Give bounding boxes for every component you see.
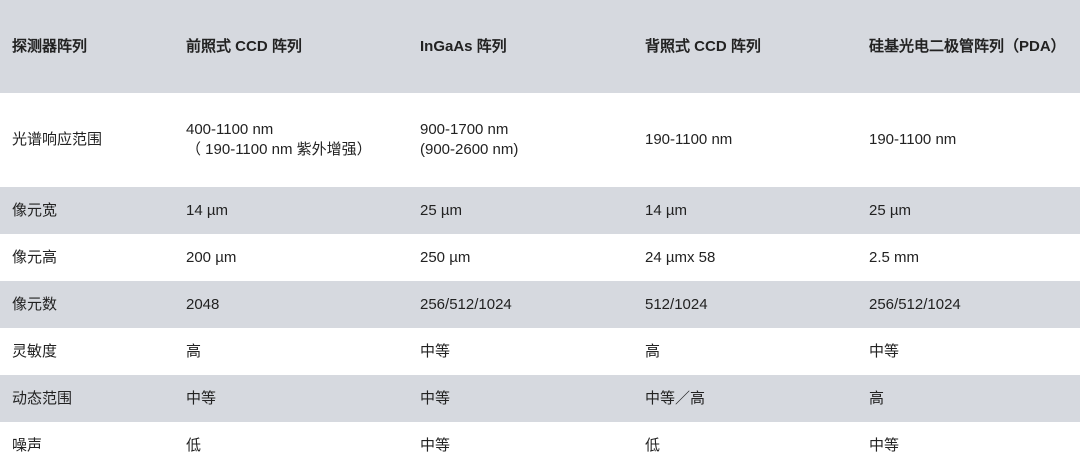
table-cell: 200 µm — [186, 248, 237, 266]
table-cell: 光谱响应范围 — [12, 131, 103, 148]
table-cell: 中等／高 — [645, 389, 706, 407]
table-cell: 中等 — [869, 342, 900, 360]
table-cell: 高 — [186, 342, 202, 360]
cell-line: (900-2600 nm) — [420, 141, 519, 158]
table-cell: 灵敏度 — [12, 342, 58, 360]
table-cell: 190-1100 nm — [869, 131, 957, 148]
table-cell: 中等 — [420, 342, 451, 360]
table-cell: 256/512/1024 — [420, 295, 512, 313]
table-cell: 中等 — [420, 436, 451, 454]
table-cell: 900-1700 nm (900-2600 nm) — [420, 93, 518, 187]
table-cell: 25 µm — [420, 201, 462, 219]
table-cell: 像元数 — [12, 295, 58, 313]
cell-line: 400-1100 nm — [186, 121, 274, 138]
table-cell: 256/512/1024 — [869, 295, 961, 313]
table-row: 像元数 2048 256/512/1024 512/1024 256/512/1024 — [0, 281, 1080, 328]
header-cell: InGaAs 阵列 — [420, 37, 507, 55]
table-row: 像元宽 14 µm 25 µm 14 µm 25 µm — [0, 187, 1080, 234]
table-cell: 高 — [869, 389, 885, 407]
table-cell: 像元宽 — [12, 201, 58, 219]
table-cell: 250 µm — [420, 248, 471, 266]
table-cell: 中等 — [186, 389, 217, 407]
table-cell: 2.5 mm — [869, 248, 920, 266]
table-row: 像元高 200 µm 250 µm 24 µmx 58 2.5 mm — [0, 234, 1080, 281]
header-cell: 前照式 CCD 阵列 — [186, 37, 302, 55]
table-cell: 高 — [645, 342, 661, 360]
table-cell: 25 µm — [869, 201, 911, 219]
table-cell: 190-1100 nm — [645, 131, 733, 148]
table-cell: 512/1024 — [645, 295, 708, 313]
table-cell: 2048 — [186, 295, 220, 313]
header-cell: 探测器阵列 — [12, 37, 88, 55]
table-cell: 低 — [186, 436, 202, 454]
table-cell: 低 — [645, 436, 661, 454]
table-row: 灵敏度 高 中等 高 中等 — [0, 328, 1080, 375]
table-cell: 中等 — [420, 389, 451, 407]
table-cell: 像元高 — [12, 248, 58, 266]
table-cell: 噪声 — [12, 436, 43, 454]
header-cell: 背照式 CCD 阵列 — [645, 37, 761, 55]
header-row: 探测器阵列 前照式 CCD 阵列 InGaAs 阵列 背照式 CCD 阵列 硅基光电二极… — [0, 0, 1080, 93]
table-cell: 中等 — [869, 436, 900, 454]
header-cell: 硅基光电二极管阵列（PDA） — [869, 37, 1066, 55]
table-row: 噪声 低 中等 低 中等 — [0, 422, 1080, 469]
table-cell: 24 µmx 58 — [645, 248, 716, 266]
table-cell: 14 µm — [186, 201, 228, 219]
table-row: 动态范围 中等 中等 中等／高 高 — [0, 375, 1080, 422]
table-cell: 400-1100 nm （ 190-1100 nm 紫外增强） — [186, 93, 372, 187]
cell-line: （ 190-1100 nm 紫外增强） — [186, 141, 372, 158]
table-row: 光谱响应范围 400-1100 nm （ 190-1100 nm 紫外增强） 900-… — [0, 93, 1080, 187]
table-cell: 14 µm — [645, 201, 687, 219]
cell-line: 900-1700 nm — [420, 121, 509, 138]
table-cell: 动态范围 — [12, 389, 73, 407]
